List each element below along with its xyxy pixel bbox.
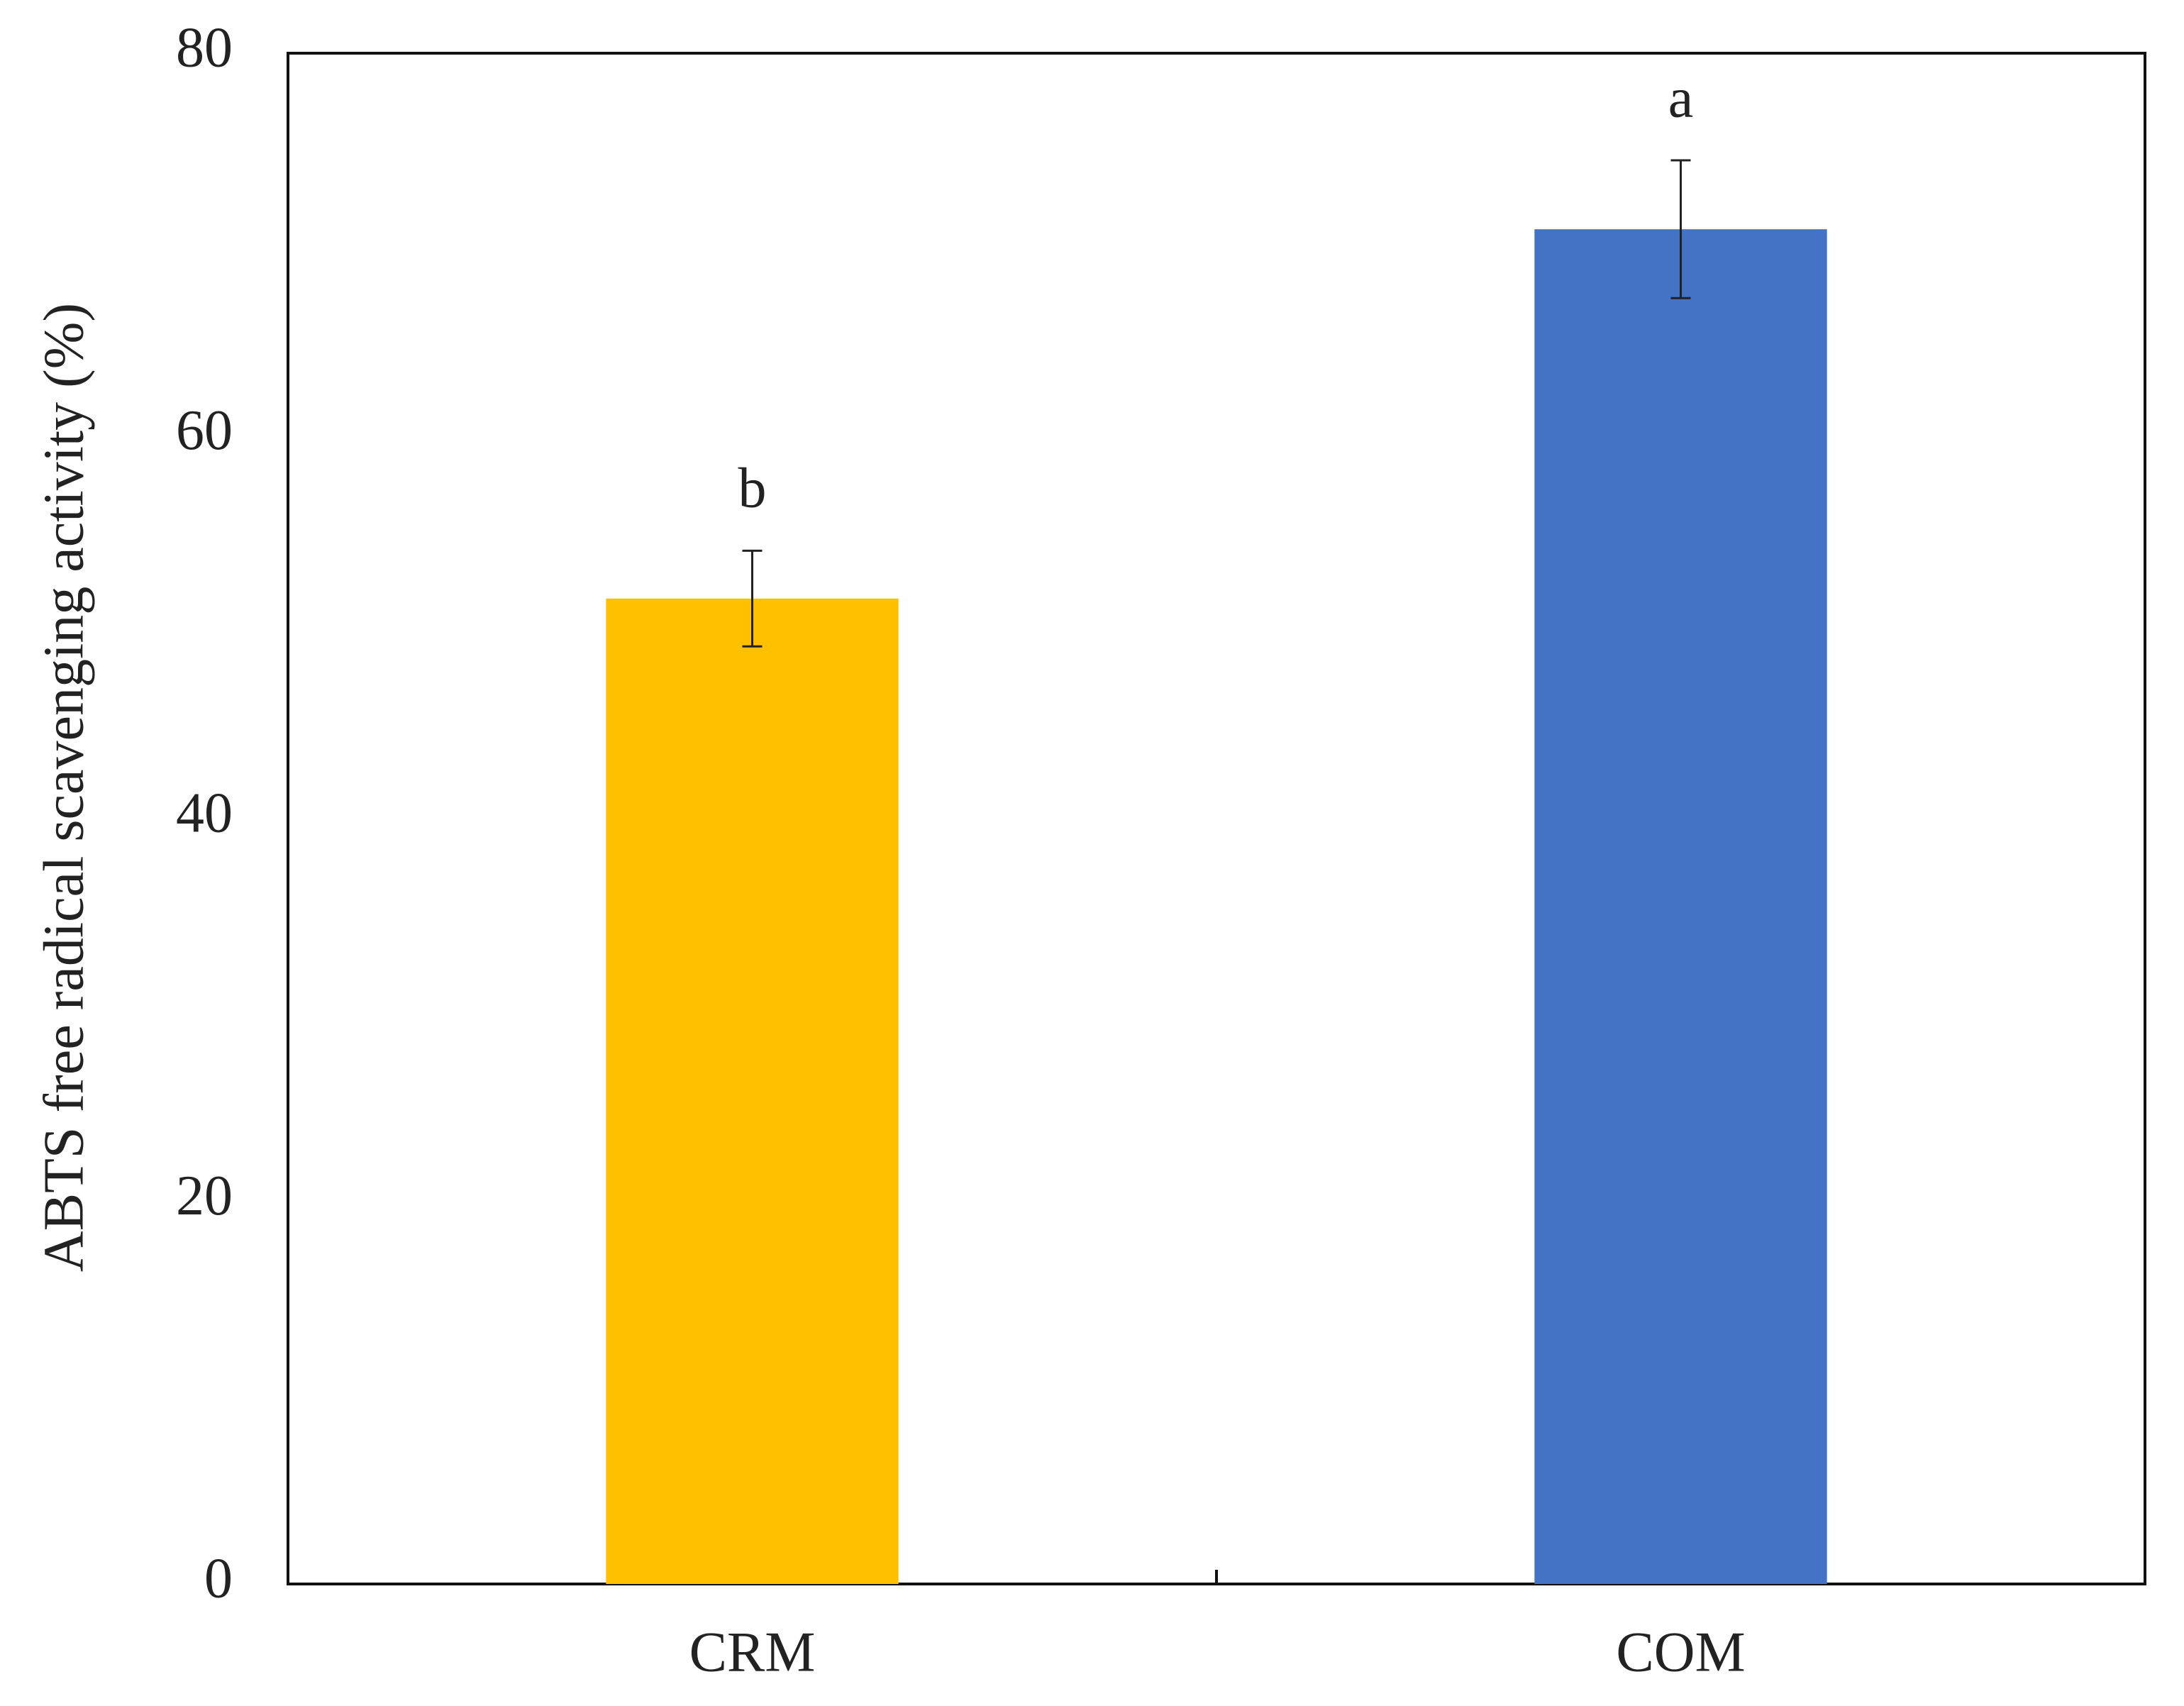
- bar: [606, 598, 899, 1584]
- y-tick-label: 20: [176, 1165, 233, 1227]
- x-tick-label: COM: [1616, 1621, 1745, 1683]
- x-tick-label: CRM: [689, 1621, 816, 1683]
- y-tick-label: 40: [176, 782, 233, 844]
- error-bar: [742, 549, 763, 648]
- y-tick-label: 0: [204, 1547, 233, 1610]
- error-bar: [1670, 159, 1691, 299]
- y-tick-label: 80: [176, 16, 233, 79]
- y-tick-label: 60: [176, 399, 233, 462]
- significance-letter: a: [1668, 67, 1694, 129]
- significance-letter: b: [738, 458, 767, 520]
- bar: [1534, 229, 1827, 1584]
- plot-frame: [287, 52, 2146, 1585]
- y-axis-label: ABTS free radical scavenging activity (%…: [33, 303, 95, 1272]
